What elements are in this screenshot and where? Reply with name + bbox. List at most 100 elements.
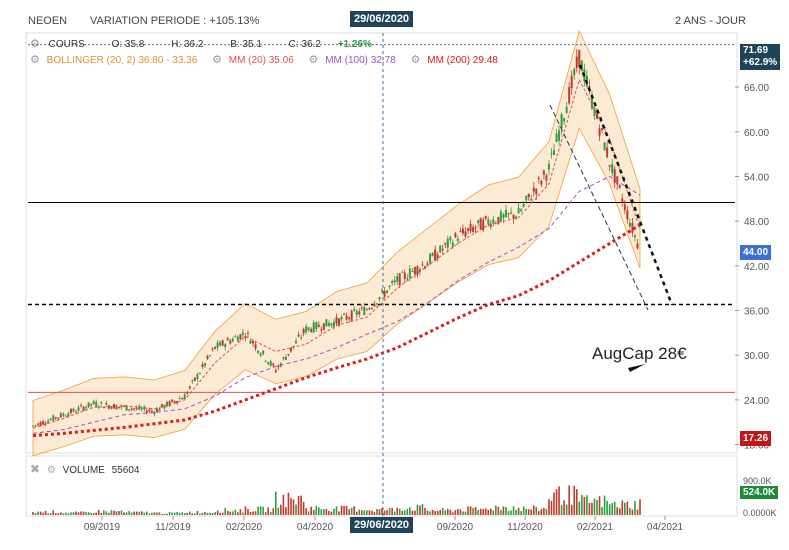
period-selector[interactable]: 2 ANS - JOUR bbox=[675, 15, 746, 27]
candle-body bbox=[219, 341, 222, 346]
volume-bar bbox=[482, 508, 484, 515]
candle-body bbox=[360, 307, 363, 309]
candle-body bbox=[560, 114, 563, 129]
volume-bar bbox=[469, 506, 472, 515]
gear-icon[interactable]: ⚙ bbox=[46, 465, 56, 476]
volume-bar bbox=[515, 509, 517, 515]
candle-body bbox=[573, 69, 576, 76]
volume-bar bbox=[492, 510, 495, 515]
volume-bar bbox=[125, 512, 128, 515]
gear-icon[interactable]: ⚙ bbox=[308, 54, 319, 66]
candle-body bbox=[229, 340, 232, 344]
volume-panel-frame bbox=[25, 455, 738, 517]
candle-body bbox=[49, 419, 52, 421]
volume-bar bbox=[97, 509, 100, 515]
candle-body bbox=[80, 405, 83, 407]
candle-body bbox=[555, 133, 558, 142]
volume-bar bbox=[302, 501, 305, 515]
candle-body bbox=[363, 306, 366, 315]
candle-body bbox=[441, 248, 444, 251]
volume-bar bbox=[378, 509, 381, 515]
candle-body bbox=[515, 216, 518, 219]
gear-icon[interactable]: ⚙ bbox=[30, 38, 40, 50]
candle-body bbox=[34, 424, 37, 426]
volume-bar bbox=[135, 511, 138, 515]
candle-body bbox=[274, 370, 277, 373]
volume-bar bbox=[629, 508, 631, 515]
candle-body bbox=[259, 353, 262, 356]
volume-bar bbox=[108, 512, 110, 515]
last-price-tag: 44.00 bbox=[740, 245, 772, 260]
volume-bar bbox=[512, 506, 515, 515]
candle-body bbox=[454, 233, 457, 238]
volume-bar bbox=[431, 509, 434, 515]
gear-icon[interactable]: ⚙ bbox=[410, 54, 421, 66]
volume-bar bbox=[338, 511, 340, 515]
candle-body bbox=[436, 254, 439, 259]
candle-body bbox=[633, 235, 636, 238]
candle-body bbox=[115, 405, 118, 410]
volume-bar bbox=[249, 511, 252, 515]
candle-body bbox=[312, 322, 315, 333]
candle-body bbox=[130, 408, 133, 410]
candle-body bbox=[520, 209, 523, 212]
volume-bar bbox=[398, 508, 401, 515]
candle-body bbox=[489, 223, 492, 228]
candle-body bbox=[74, 411, 77, 413]
candle-body bbox=[97, 406, 100, 408]
candle-body bbox=[525, 195, 528, 201]
volume-bar bbox=[194, 513, 196, 515]
volume-bar bbox=[586, 495, 588, 515]
volume-bar bbox=[285, 507, 287, 515]
candle-body bbox=[188, 386, 191, 389]
volume-bar bbox=[49, 513, 52, 515]
candle-body bbox=[545, 175, 548, 181]
volume-bar bbox=[247, 508, 249, 515]
candle-body bbox=[305, 326, 308, 333]
candle-body bbox=[527, 193, 530, 198]
variation-label: VARIATION PERIODE : +105.13% bbox=[90, 15, 260, 27]
volume-bar bbox=[323, 509, 325, 515]
volume-bar bbox=[355, 511, 358, 515]
candle-body bbox=[69, 408, 72, 414]
candle-body bbox=[358, 311, 361, 315]
candle-body bbox=[140, 408, 143, 410]
gear-icon[interactable]: ⚙ bbox=[30, 54, 40, 66]
volume-bar bbox=[434, 510, 436, 515]
gear-icon[interactable]: ⚙ bbox=[212, 54, 222, 66]
volume-bar bbox=[563, 500, 565, 515]
volume-bar bbox=[416, 504, 419, 515]
volume-bar bbox=[201, 512, 204, 515]
volume-bar bbox=[489, 508, 492, 515]
volume-bar bbox=[467, 506, 469, 515]
volume-bar bbox=[613, 501, 616, 515]
candle-body bbox=[444, 242, 447, 245]
volume-bar bbox=[532, 505, 535, 515]
volume-bar bbox=[464, 511, 467, 515]
candle-body bbox=[330, 323, 333, 326]
volume-bar bbox=[239, 509, 242, 515]
candle-body bbox=[593, 107, 596, 117]
volume-bar bbox=[224, 507, 227, 515]
candle-body bbox=[590, 96, 593, 109]
x-tick-label: 11/2019 bbox=[155, 522, 191, 533]
candle-body bbox=[568, 87, 571, 104]
volume-bar bbox=[363, 510, 366, 515]
candle-body bbox=[522, 203, 525, 207]
candle-body bbox=[246, 332, 249, 334]
volume-bar bbox=[411, 510, 414, 515]
volume-bar bbox=[530, 509, 533, 515]
candle-body bbox=[446, 238, 449, 248]
volume-bar bbox=[32, 511, 34, 515]
volume-bar bbox=[472, 508, 474, 515]
volume-bar bbox=[474, 507, 477, 515]
x-tick-label: 02/2020 bbox=[226, 522, 263, 533]
candle-body bbox=[135, 407, 138, 409]
candle-body bbox=[345, 315, 348, 320]
close-icon[interactable]: ✖ bbox=[30, 462, 41, 476]
volume-bar bbox=[269, 511, 272, 515]
volume-bar bbox=[634, 501, 636, 515]
candle-body bbox=[598, 128, 601, 136]
volume-bar bbox=[522, 506, 525, 515]
